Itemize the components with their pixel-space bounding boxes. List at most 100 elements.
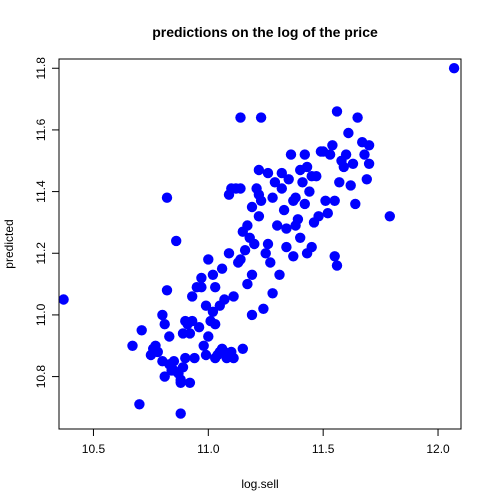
data-point [210, 319, 221, 330]
data-point [331, 106, 343, 117]
data-point [278, 204, 290, 216]
data-point [159, 319, 170, 330]
data-point [334, 177, 345, 188]
data-point [363, 140, 375, 151]
data-point [331, 260, 343, 271]
chart-title: predictions on the log of the price [152, 24, 378, 40]
data-point [260, 248, 271, 259]
data-point [281, 223, 292, 234]
data-point [253, 164, 265, 176]
data-point [292, 214, 304, 225]
data-point [134, 399, 145, 410]
data-point [338, 161, 349, 173]
data-point [306, 171, 317, 182]
data-point [276, 167, 287, 179]
data-point [253, 211, 265, 222]
data-point [350, 198, 361, 210]
data-point [168, 356, 180, 367]
data-point [295, 232, 306, 243]
data-point [384, 211, 395, 222]
data-point [189, 352, 200, 364]
data-point [242, 278, 253, 290]
y-tick-label: 11.2 [34, 242, 48, 265]
data-point [345, 180, 356, 191]
data-point [203, 331, 214, 342]
y-tick-label: 11.0 [34, 303, 48, 326]
data-point [327, 140, 338, 151]
data-point [242, 220, 253, 231]
data-point [258, 303, 269, 314]
data-point [352, 112, 363, 123]
data-point [193, 322, 205, 333]
data-point [276, 183, 287, 194]
data-point [157, 309, 168, 321]
data-point [177, 362, 189, 373]
data-point [306, 241, 317, 253]
data-point [285, 149, 297, 160]
data-point [269, 177, 281, 188]
data-point [159, 371, 170, 382]
data-point [198, 340, 209, 351]
data-point [340, 149, 352, 160]
data-point [359, 149, 370, 160]
data-point [246, 201, 258, 213]
data-point [274, 269, 285, 280]
data-point [322, 208, 333, 219]
data-points [58, 62, 460, 419]
data-point [127, 340, 138, 351]
data-point [187, 315, 198, 327]
data-point [200, 300, 212, 311]
data-point [246, 269, 258, 280]
data-point [237, 343, 248, 354]
x-axis-label: log.sell [241, 477, 278, 491]
data-point [235, 183, 246, 194]
data-point [152, 346, 163, 358]
data-point [343, 127, 354, 139]
x-tick-label: 11.5 [312, 442, 335, 456]
data-point [320, 195, 331, 206]
data-point [223, 248, 235, 259]
data-point [184, 377, 196, 388]
data-point [283, 174, 294, 185]
data-point [184, 328, 196, 339]
data-point [216, 263, 228, 274]
y-tick-label: 10.8 [34, 365, 48, 389]
data-point [297, 177, 308, 188]
y-tick-label: 11.6 [34, 118, 48, 141]
data-point [262, 238, 274, 250]
y-axis-label: predicted [2, 219, 16, 268]
data-point [329, 195, 340, 206]
data-point [180, 352, 191, 364]
y-axis: 10.8 11.0 11.2 11.4 11.6 11.8 [34, 57, 60, 389]
data-point [200, 349, 212, 361]
data-point [363, 158, 375, 169]
data-point [161, 192, 173, 203]
data-point [196, 282, 207, 293]
data-point [207, 306, 219, 317]
y-tick-label: 11.8 [34, 57, 48, 80]
data-point [267, 288, 278, 299]
data-point [228, 291, 239, 302]
data-point [301, 161, 313, 173]
data-point [361, 174, 372, 185]
data-point [290, 192, 301, 203]
data-point [235, 112, 246, 123]
data-point [347, 158, 359, 169]
data-point [58, 294, 69, 305]
data-point [281, 241, 292, 253]
data-point [239, 245, 251, 256]
data-point [265, 257, 276, 268]
data-point [219, 294, 230, 305]
data-point [171, 235, 182, 247]
data-point [249, 238, 260, 250]
data-point [324, 149, 336, 160]
data-point [288, 251, 299, 262]
data-point [136, 325, 147, 336]
data-point [187, 291, 198, 302]
data-point [246, 309, 258, 321]
data-point [175, 408, 186, 419]
data-point [255, 112, 267, 123]
data-point [175, 377, 186, 388]
data-point [210, 282, 221, 293]
y-tick-label: 11.4 [34, 180, 48, 203]
